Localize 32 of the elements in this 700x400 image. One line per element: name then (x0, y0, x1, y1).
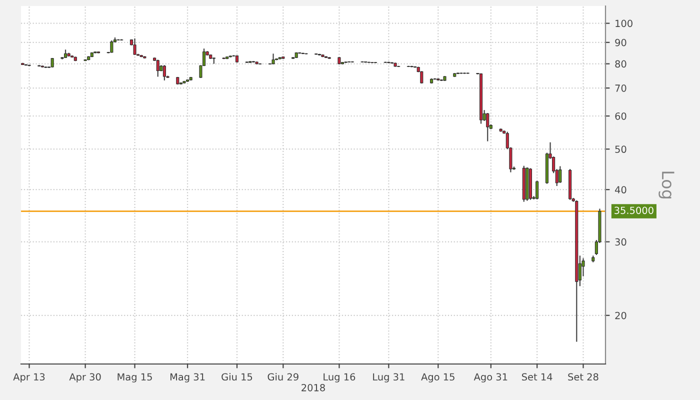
y-axis-title: Log (658, 172, 674, 198)
candlestick (420, 70, 424, 84)
candlestick (558, 166, 562, 184)
x-tick-label: Apr 30 (69, 373, 101, 382)
x-tick-label: Set 14 (522, 373, 552, 381)
y-tick-label: 100 (616, 20, 632, 28)
y-tick-label: 90 (615, 38, 626, 46)
y-tick-label: 40 (615, 186, 626, 194)
x-tick-label: Mag 31 (170, 373, 205, 382)
y-tick-label: 60 (615, 112, 626, 120)
y-tick-label: 50 (615, 146, 626, 153)
x-tick-label: Set 28 (568, 373, 598, 381)
candlestick (162, 64, 166, 81)
x-axis-title: 2018 (302, 384, 325, 392)
x-tick-label: Mag 15 (118, 373, 152, 382)
candlestick (110, 40, 114, 54)
x-tick-label: Lug 16 (324, 373, 356, 382)
candlestick (156, 59, 160, 78)
x-tick-label: Ago 15 (421, 373, 454, 382)
candlestick (133, 38, 136, 56)
x-tick-label: Lug 31 (373, 373, 404, 382)
x-tick-label: Apr 13 (13, 373, 45, 382)
x-tick-label: Giu 15 (222, 373, 252, 381)
y-tick-label: 70 (615, 84, 626, 92)
candlestick (536, 180, 539, 200)
y-tick-label: 20 (615, 312, 626, 320)
x-tick-label: Ago 31 (474, 373, 508, 382)
y-tick-label: 80 (615, 60, 626, 68)
x-tick-label: Giu 29 (268, 373, 298, 381)
candlestick (486, 112, 490, 142)
ref-line-label: 35.5000 (614, 206, 654, 214)
y-tick-label: 30 (615, 238, 626, 246)
